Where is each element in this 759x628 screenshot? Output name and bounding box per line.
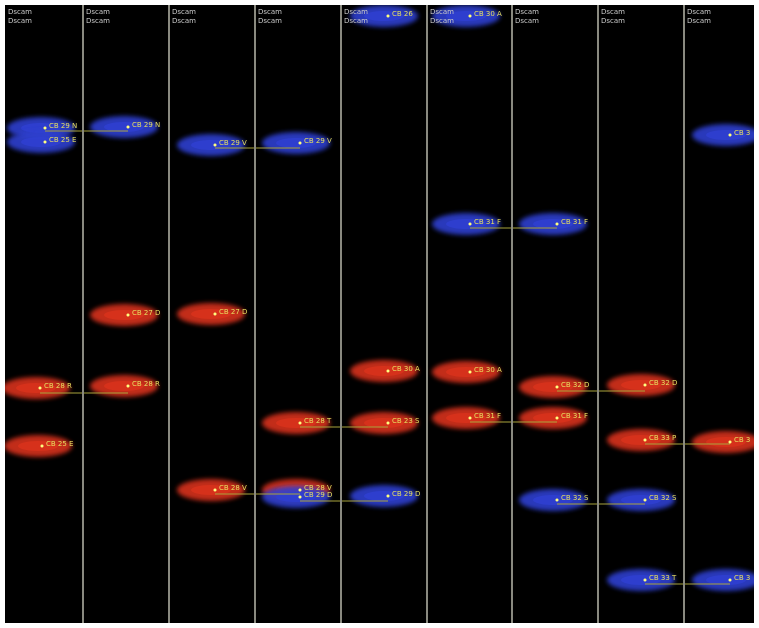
peak-marker	[214, 313, 217, 316]
peak-label: CB 29 N	[49, 122, 77, 130]
peak-marker	[469, 417, 472, 420]
peak-label: CB 3	[734, 129, 750, 137]
peak-marker	[644, 579, 647, 582]
peak-marker	[127, 385, 130, 388]
peak-marker	[556, 223, 559, 226]
peak-marker	[387, 495, 390, 498]
peak-marker	[299, 142, 302, 145]
peak-label: CB 30 A	[392, 365, 420, 373]
peak-label: CB 25 E	[49, 136, 76, 144]
peak-label: CB 32 D	[561, 381, 589, 389]
peak-label: CB 31 F	[474, 412, 501, 420]
strip-header: Dscam	[258, 8, 282, 16]
strip-header: Dscam	[344, 8, 368, 16]
peak-marker	[644, 384, 647, 387]
peak-label: CB 29 D	[392, 490, 420, 498]
peak-marker	[729, 134, 732, 137]
peak-marker	[729, 441, 732, 444]
peak-marker	[387, 15, 390, 18]
peak-label: CB 29 N	[132, 121, 160, 129]
peak-marker	[387, 370, 390, 373]
peak-marker	[556, 386, 559, 389]
peak-label: CB 27 D	[132, 309, 160, 317]
peak-label: CB 31 F	[561, 218, 588, 226]
peak-marker	[214, 144, 217, 147]
strip-header: Dscam	[258, 17, 282, 25]
peak-marker	[299, 422, 302, 425]
peak-marker	[214, 489, 217, 492]
peak-marker	[556, 417, 559, 420]
peak-marker	[644, 439, 647, 442]
peak-label: CB 28 V	[219, 484, 247, 492]
peak-label: CB 3	[734, 574, 750, 582]
strip-header: Dscam	[430, 17, 454, 25]
peak-marker	[299, 496, 302, 499]
strip-header: Dscam	[172, 17, 196, 25]
peak-marker	[469, 371, 472, 374]
strip-header: Dscam	[687, 8, 711, 16]
strip-header: Dscam	[344, 17, 368, 25]
peak-marker	[127, 314, 130, 317]
strip-header: Dscam	[601, 17, 625, 25]
peak-label: CB 32 D	[649, 379, 677, 387]
peak-label: CB 25 E	[46, 440, 73, 448]
peak-label: CB 31 F	[561, 412, 588, 420]
peak-label: CB 29 V	[304, 137, 332, 145]
peak-marker	[44, 141, 47, 144]
peak-label: CB 33 P	[649, 434, 676, 442]
peak-marker	[44, 127, 47, 130]
peak-marker	[729, 579, 732, 582]
peak-label: CB 28 R	[132, 380, 160, 388]
strip-header: Dscam	[515, 8, 539, 16]
strip-header: Dscam	[430, 8, 454, 16]
peak-marker	[469, 15, 472, 18]
peak-label: CB 29 D	[304, 491, 332, 499]
peak-label: CB 33 T	[649, 574, 677, 582]
strip-plot: DscamDscamCB 29 NCB 25 ECB 28 RCB 25 EDs…	[0, 0, 759, 628]
strip-header: Dscam	[8, 8, 32, 16]
peak-marker	[39, 387, 42, 390]
peak-marker	[469, 223, 472, 226]
peak-marker	[299, 489, 302, 492]
peak-label: CB 26	[392, 10, 413, 18]
peak-label: CB 28 T	[304, 417, 332, 425]
peak-label: CB 31 F	[474, 218, 501, 226]
strip-header: Dscam	[515, 17, 539, 25]
strip-header: Dscam	[8, 17, 32, 25]
peak-label: CB 30 A	[474, 10, 502, 18]
peak-marker	[556, 499, 559, 502]
peak-label: CB 3	[734, 436, 750, 444]
strip-header: Dscam	[86, 8, 110, 16]
peak-label: CB 32 S	[649, 494, 677, 502]
strip-header: Dscam	[172, 8, 196, 16]
peak-marker	[41, 445, 44, 448]
strip-header: Dscam	[687, 17, 711, 25]
peak-label: CB 28 R	[44, 382, 72, 390]
strip-header: Dscam	[86, 17, 110, 25]
peak-marker	[387, 422, 390, 425]
strip-header: Dscam	[601, 8, 625, 16]
peak-label: CB 32 S	[561, 494, 589, 502]
peak-label: CB 27 D	[219, 308, 247, 316]
peak-label: CB 29 V	[219, 139, 247, 147]
peak-marker	[644, 499, 647, 502]
peak-label: CB 30 A	[474, 366, 502, 374]
peak-label: CB 23 S	[392, 417, 420, 425]
peak-marker	[127, 126, 130, 129]
